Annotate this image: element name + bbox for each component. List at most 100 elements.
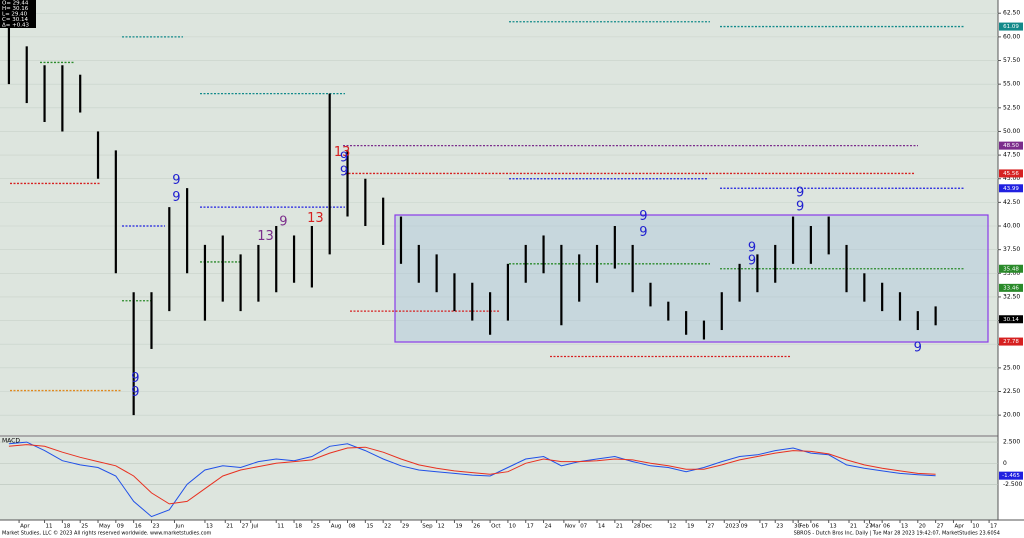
x-tick-label: 25 [313, 524, 320, 530]
x-tick-label: 28 [634, 524, 641, 530]
y-tick-label: 35.00 [1003, 270, 1020, 277]
x-tick-label: Aug [331, 524, 342, 530]
x-tick-label: Jul [251, 524, 259, 530]
x-tick-label: 27 [242, 524, 249, 530]
price-marker-label: 48.50 [1003, 143, 1019, 149]
x-tick-label: 2023 [725, 524, 739, 530]
td-count: 9 [131, 385, 139, 400]
x-tick-label: 09 [741, 524, 748, 530]
x-tick-label: 17 [761, 524, 768, 530]
price-marker [999, 315, 1023, 324]
td-count: 9 [340, 150, 348, 165]
td-count: 9 [172, 173, 180, 188]
x-tick-label: 30 [794, 524, 801, 530]
price-marker [999, 264, 1023, 273]
x-tick-label: 14 [598, 524, 605, 530]
price-marker [999, 22, 1023, 31]
price-marker [999, 141, 1023, 150]
td-count: 9 [796, 200, 804, 215]
x-tick-label: 13 [830, 524, 837, 530]
y-tick-label: 62.50 [1003, 10, 1020, 17]
x-tick-label: May [99, 524, 111, 530]
footer-left: Market Studies, LLC © 2023 All rights re… [2, 530, 212, 537]
x-tick-label: 10 [509, 524, 516, 530]
x-tick-label: Dec [641, 524, 652, 530]
x-tick-label: 15 [366, 524, 373, 530]
td-count: 9 [748, 254, 756, 269]
price-marker [999, 283, 1023, 292]
info-line: C= 30.14 [2, 17, 28, 23]
grid [0, 12, 998, 485]
td-count: 9 [639, 225, 647, 240]
y-tick-label: 42.50 [1003, 199, 1020, 206]
info-bg [0, 0, 36, 28]
x-tick-label: 25 [81, 524, 88, 530]
td-count: 13 [257, 229, 274, 244]
x-tick-label: Oct [491, 524, 501, 530]
price-marker [999, 169, 1023, 178]
price-marker [999, 471, 1023, 480]
info-box: O= 29.44 H= 30.16 L= 29.40 C= 30.14 Δ= +… [0, 0, 36, 29]
x-tick-label: 08 [349, 524, 356, 530]
x-tick-label: 22 [384, 524, 391, 530]
x-tick-label: 27 [707, 524, 714, 530]
price-marker [999, 337, 1023, 346]
x-tick-label: 12 [669, 524, 676, 530]
x-tick-label: 10 [972, 524, 979, 530]
y-tick-label: 20.00 [1003, 412, 1020, 419]
x-tick-label: 12 [438, 524, 445, 530]
macd-line [8, 444, 936, 505]
x-tick-label: 07 [580, 524, 587, 530]
x-tick-label: Jun [174, 524, 184, 530]
x-tick-label: 17 [527, 524, 534, 530]
x-tick-label: 18 [63, 524, 70, 530]
x-tick-label: 19 [455, 524, 462, 530]
x-tick-label: 20 [919, 524, 926, 530]
y-tick-label: -2.500 [1003, 481, 1023, 488]
x-tick-label: 24 [545, 524, 552, 530]
y-tick-label: 60.00 [1003, 33, 1020, 40]
x-tick-label: 13 [901, 524, 908, 530]
x-tick-label: Apr [20, 524, 30, 530]
price-marker-label: 61.09 [1003, 24, 1019, 30]
price-marker-label: 43.99 [1003, 186, 1019, 192]
x-tick-label: 29 [402, 524, 409, 530]
x-tick-label: 21 [850, 524, 857, 530]
x-tick-label: 23 [152, 524, 159, 530]
price-marker-label: -1.465 [1002, 473, 1020, 479]
y-tick-label: 52.50 [1003, 104, 1020, 111]
range-box [394, 214, 989, 343]
y-tick-label: 47.50 [1003, 152, 1020, 159]
x-tick-label: 13 [206, 524, 213, 530]
y-tick-label: 22.50 [1003, 388, 1020, 395]
y-tick-label: 55.00 [1003, 81, 1020, 88]
footer-right: SBROS - Dutch Bros Inc, Daily | Tue Mar … [794, 531, 1000, 537]
x-tick-label: 21 [226, 524, 233, 530]
macd-line [8, 441, 936, 518]
x-tick-label: Sep [422, 524, 433, 530]
info-line: H= 30.16 [2, 6, 29, 12]
td-count: 9 [639, 209, 647, 224]
y-tick-label: 37.50 [1003, 246, 1020, 253]
y-tick-label: 57.50 [1003, 57, 1020, 64]
price-marker-label: 30.14 [1003, 317, 1019, 323]
x-tick-label: 19 [687, 524, 694, 530]
td-count: 9 [172, 190, 180, 205]
x-tick-label: 11 [46, 524, 53, 530]
price-marker [999, 184, 1023, 193]
x-tick-label: Apr [954, 524, 964, 530]
td-count: 13 [307, 211, 324, 226]
x-tick-label: 11 [277, 524, 284, 530]
x-tick-label: Feb [799, 524, 809, 530]
price-marker-label: 45.56 [1003, 171, 1019, 177]
y-tick-label: 50.00 [1003, 128, 1020, 135]
x-tick-label: 27 [865, 524, 872, 530]
price-marker-label: 27.78 [1003, 339, 1019, 345]
info-line: L= 29.40 [2, 12, 28, 18]
x-tick-label: 23 [776, 524, 783, 530]
td-count: 9 [796, 185, 804, 200]
y-tick-label: 25.00 [1003, 364, 1020, 371]
macd-title: MACD [2, 438, 20, 445]
td-count: 9 [914, 341, 922, 356]
